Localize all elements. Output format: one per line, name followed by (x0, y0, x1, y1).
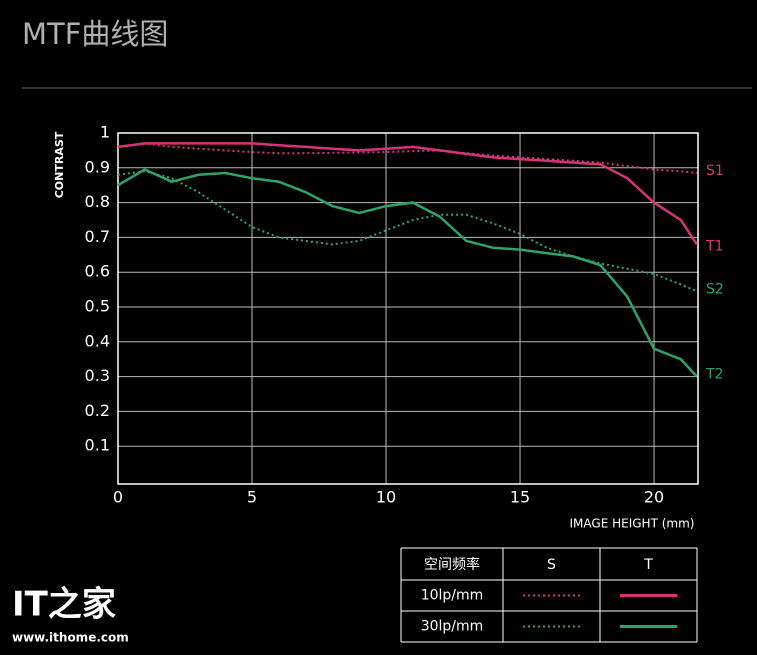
table-row-label: 10lp/mm (421, 588, 484, 604)
y-tick-label: 0.9 (85, 157, 110, 176)
table-header: 空间频率 (424, 556, 480, 573)
series-label: S1 (706, 163, 724, 179)
y-axis-label: CONTRAST (53, 131, 66, 198)
series-line (117, 142, 698, 174)
x-axis-label: IMAGE HEIGHT (mm) (570, 517, 695, 531)
x-tick-label: 20 (644, 488, 664, 507)
y-tick-label: 0.8 (85, 192, 110, 211)
series-label: T1 (705, 238, 723, 254)
x-tick-label: 5 (247, 488, 257, 507)
y-tick-label: 0.4 (85, 331, 110, 350)
table-header: T (643, 557, 653, 573)
series-label: S2 (706, 281, 724, 297)
y-tick-label: 1 (100, 123, 110, 142)
y-tick-label: 0.5 (85, 297, 110, 316)
table-header: S (547, 557, 556, 573)
x-tick-label: 0 (113, 488, 123, 507)
table-row-label: 30lp/mm (421, 619, 484, 635)
x-tick-label: 10 (376, 488, 396, 507)
y-tick-label: 0.1 (85, 436, 110, 455)
watermark-logo: IT之家 (12, 585, 116, 625)
watermark-url: www.ithome.com (12, 631, 129, 645)
y-tick-label: 0.2 (85, 401, 110, 420)
y-tick-label: 0.6 (85, 262, 110, 281)
plot-frame (117, 132, 699, 485)
series-label: T2 (705, 367, 723, 383)
series-line (117, 168, 698, 378)
y-tick-label: 0.7 (85, 227, 110, 246)
x-tick-label: 15 (510, 488, 530, 507)
series-line (117, 142, 698, 246)
series-line (117, 170, 698, 293)
y-tick-label: 0.3 (85, 366, 110, 385)
chart-title: MTF曲线图 (22, 17, 168, 51)
